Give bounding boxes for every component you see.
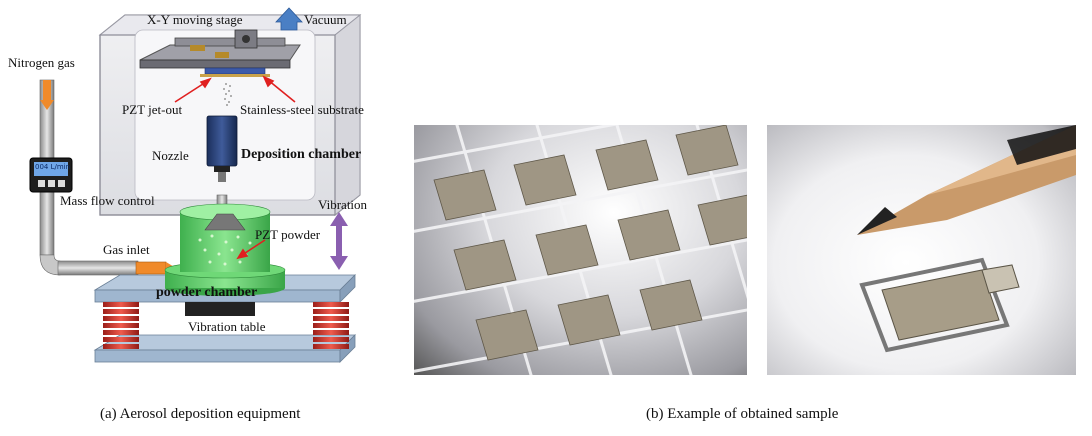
deposition-chamber-label: Deposition chamber	[241, 147, 362, 162]
single-sample-photo	[767, 125, 1076, 375]
pzt-powder-label: PZT powder	[255, 227, 321, 242]
xy-stage	[139, 29, 301, 77]
caption-a: (a) Aerosol deposition equipment	[100, 406, 301, 422]
powder-chamber	[164, 203, 286, 296]
vibration-table-label: Vibration table	[188, 319, 266, 334]
flow-meter-readout: 004 L/min	[35, 163, 71, 171]
vacuum-label: Vacuum	[304, 12, 347, 27]
springs	[103, 302, 349, 349]
nitrogen-gas-label: Nitrogen gas	[8, 55, 75, 70]
pointer-arrows	[174, 75, 296, 103]
substrate-label: Stainless-steel substrate	[240, 102, 364, 117]
mass-flow-meter	[29, 157, 73, 193]
nozzle	[206, 115, 238, 182]
vibration-label: Vibration	[318, 197, 368, 212]
sample-array-photo	[414, 125, 747, 375]
mass-flow-control-label: Mass flow control	[60, 193, 155, 208]
powder-chamber-label: powder chamber	[156, 285, 258, 300]
nozzle-label: Nozzle	[152, 148, 189, 163]
caption-b: (b) Example of obtained sample	[646, 406, 839, 422]
vacuum-arrow-icon	[275, 7, 303, 31]
jet-spray	[223, 83, 232, 106]
pencil-icon	[857, 125, 1076, 235]
pzt-jet-out-label: PZT jet-out	[122, 102, 183, 117]
gas-inlet-label: Gas inlet	[103, 242, 150, 257]
powder-pointer-arrow	[236, 239, 266, 260]
sample-chip	[859, 257, 1020, 353]
vibration-arrow-icon	[330, 212, 348, 270]
xy-stage-label: X-Y moving stage	[147, 12, 243, 27]
